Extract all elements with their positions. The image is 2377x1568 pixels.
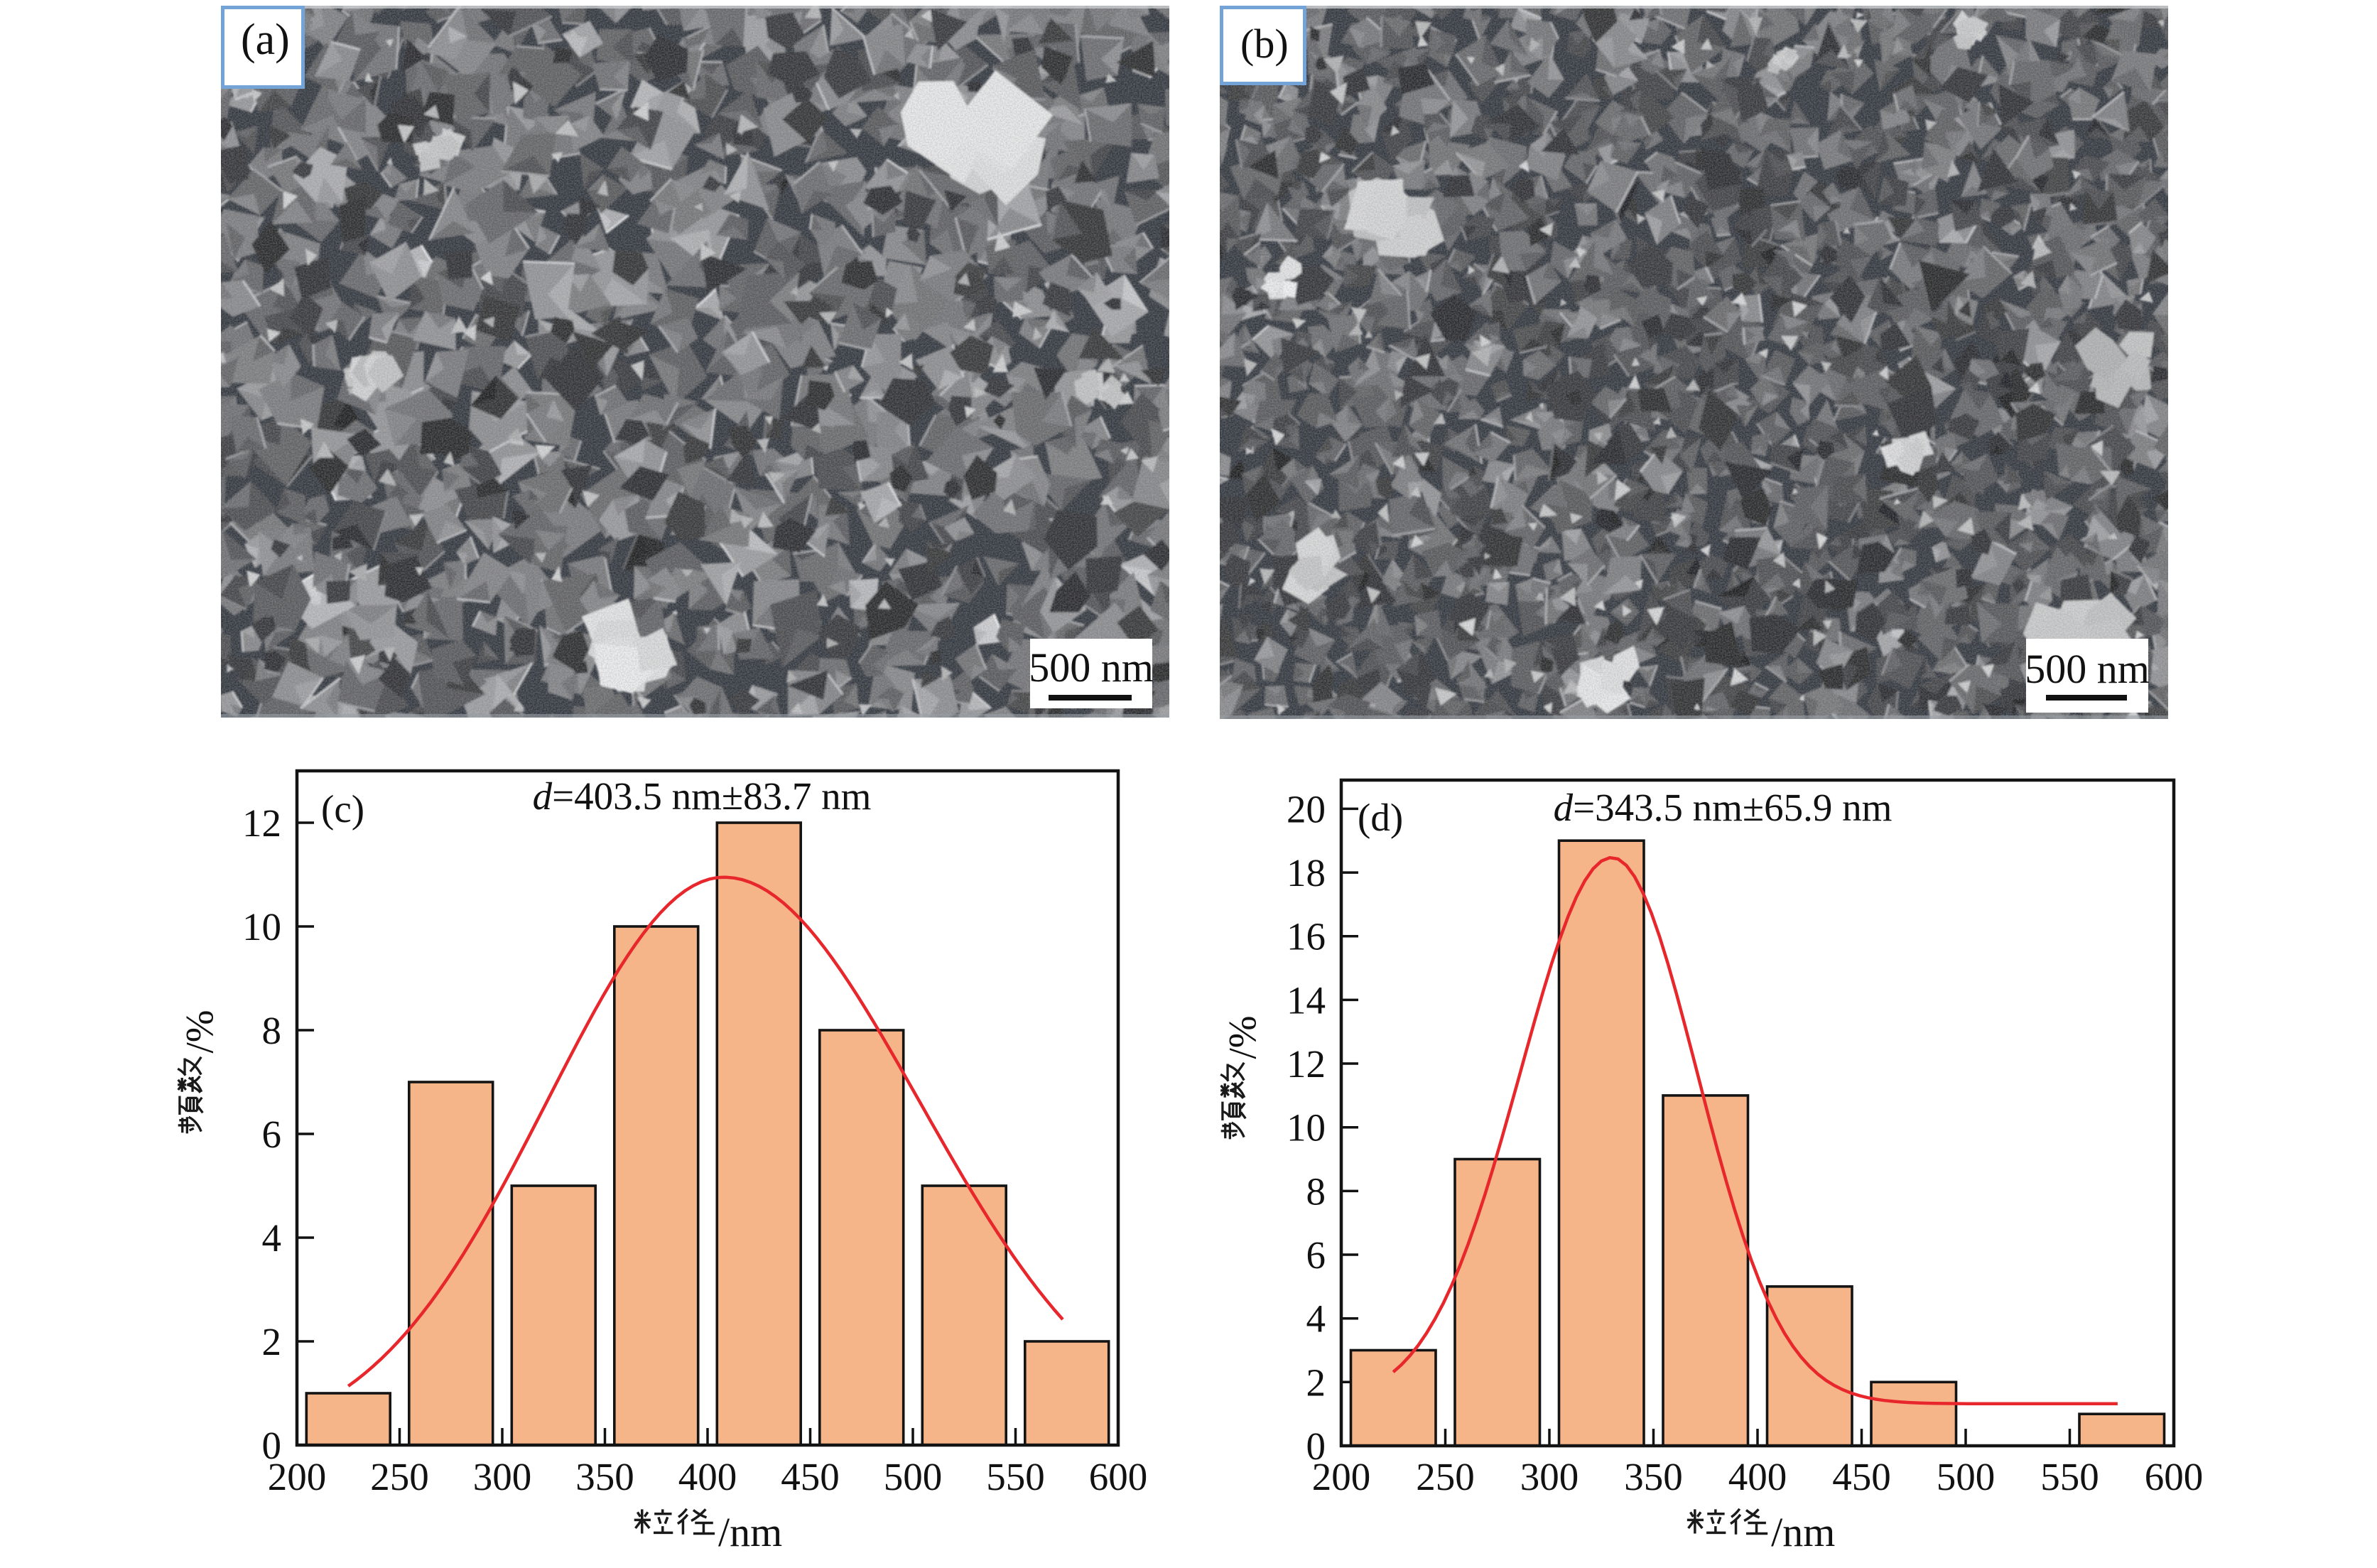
svg-text:350: 350 xyxy=(1624,1455,1683,1498)
svg-text:8: 8 xyxy=(1306,1169,1326,1213)
svg-text:550: 550 xyxy=(2040,1455,2099,1498)
svg-text:0: 0 xyxy=(262,1424,282,1467)
svg-text:550: 550 xyxy=(986,1455,1045,1498)
svg-text:d=343.5 nm±65.9 nm: d=343.5 nm±65.9 nm xyxy=(1554,786,1893,829)
svg-text:400: 400 xyxy=(678,1455,737,1498)
svg-text:8: 8 xyxy=(262,1009,282,1052)
svg-text:300: 300 xyxy=(1520,1455,1579,1498)
svg-text:200: 200 xyxy=(1312,1455,1371,1498)
svg-text:14: 14 xyxy=(1287,978,1326,1022)
svg-text:400: 400 xyxy=(1728,1455,1787,1498)
svg-text:4: 4 xyxy=(1306,1297,1326,1341)
svg-text:250: 250 xyxy=(370,1455,429,1498)
svg-text:250: 250 xyxy=(1416,1455,1475,1498)
svg-text:200: 200 xyxy=(268,1455,327,1498)
svg-text:600: 600 xyxy=(2145,1455,2204,1498)
svg-text:/%: /% xyxy=(1221,1015,1265,1059)
svg-text:600: 600 xyxy=(1089,1455,1148,1498)
svg-text:350: 350 xyxy=(575,1455,634,1498)
svg-text:(a): (a) xyxy=(241,16,290,64)
svg-text:10: 10 xyxy=(1287,1106,1326,1150)
svg-text:500: 500 xyxy=(1937,1455,1996,1498)
svg-text:4: 4 xyxy=(262,1216,282,1260)
svg-text:16: 16 xyxy=(1287,915,1326,958)
svg-text:12: 12 xyxy=(1287,1042,1326,1086)
svg-text:0: 0 xyxy=(1306,1424,1326,1468)
svg-text:/%: /% xyxy=(178,1010,222,1053)
svg-text:10: 10 xyxy=(242,905,281,948)
svg-text:(d): (d) xyxy=(1358,796,1403,839)
svg-text:500: 500 xyxy=(884,1455,943,1498)
svg-text:18: 18 xyxy=(1287,851,1326,894)
svg-text:12: 12 xyxy=(242,801,281,845)
svg-text:(c): (c) xyxy=(321,787,364,831)
svg-text:500 nm: 500 nm xyxy=(1029,644,1154,691)
svg-text:2: 2 xyxy=(262,1320,282,1363)
svg-text:500 nm: 500 nm xyxy=(2025,646,2150,692)
svg-text:2: 2 xyxy=(1306,1361,1326,1404)
svg-text:/nm: /nm xyxy=(1771,1509,1835,1555)
svg-text:6: 6 xyxy=(1306,1233,1326,1277)
svg-text:(b): (b) xyxy=(1240,21,1289,67)
svg-text:450: 450 xyxy=(1832,1455,1891,1498)
svg-text:20: 20 xyxy=(1287,787,1326,831)
svg-text:450: 450 xyxy=(781,1455,840,1498)
svg-text:d=403.5 nm±83.7 nm: d=403.5 nm±83.7 nm xyxy=(533,774,872,818)
svg-text:300: 300 xyxy=(473,1455,532,1498)
svg-text:/nm: /nm xyxy=(718,1509,782,1555)
svg-text:6: 6 xyxy=(262,1113,282,1156)
